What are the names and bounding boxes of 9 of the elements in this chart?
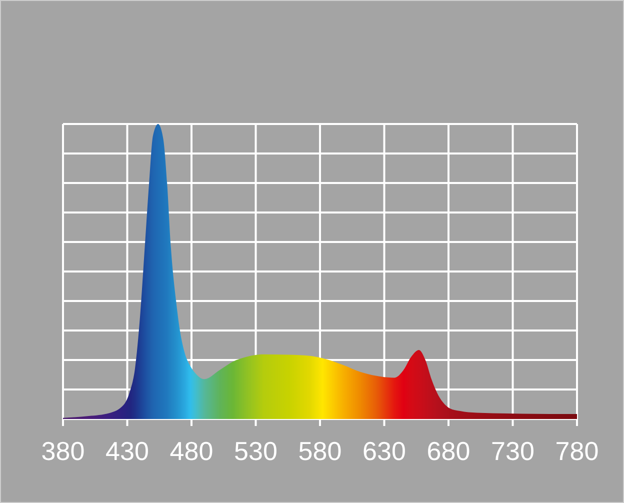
x-tick-label: 380 — [41, 436, 85, 466]
x-tick-label: 730 — [491, 436, 534, 466]
x-tick-label: 480 — [170, 436, 214, 466]
x-tick-label: 430 — [106, 436, 149, 466]
x-tick-label: 530 — [234, 436, 278, 466]
x-tick-label: 630 — [362, 436, 406, 466]
x-tick-label: 680 — [426, 436, 470, 466]
x-tick-label: 580 — [298, 436, 342, 466]
x-tick-label: 780 — [555, 436, 599, 466]
